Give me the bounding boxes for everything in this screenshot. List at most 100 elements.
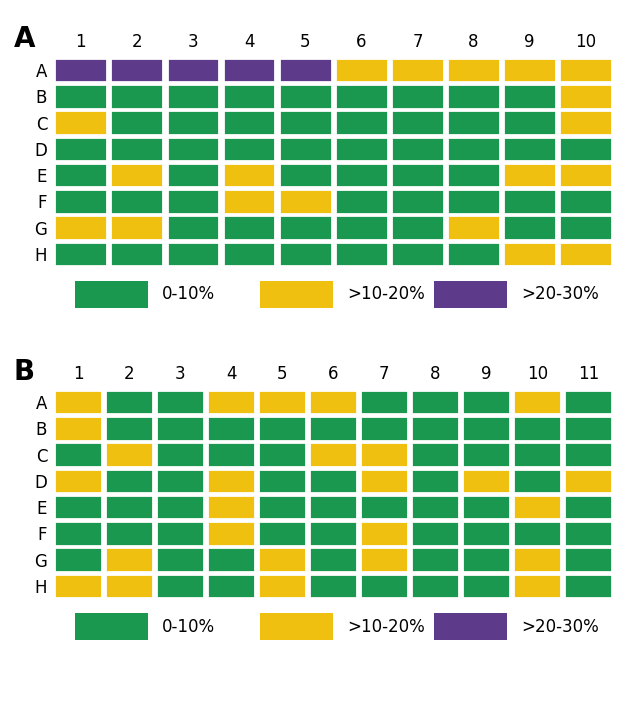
Bar [55, 163, 107, 187]
Bar [54, 547, 102, 572]
Bar [335, 110, 388, 135]
Bar [463, 390, 510, 415]
Bar [110, 136, 163, 161]
Bar [335, 136, 388, 161]
Bar [259, 547, 306, 572]
Bar [360, 495, 408, 520]
Bar [260, 613, 333, 640]
Bar [309, 442, 357, 467]
Bar [259, 390, 306, 415]
Bar [360, 574, 408, 599]
Bar [503, 136, 556, 161]
Bar [434, 280, 507, 308]
Bar [309, 521, 357, 546]
Bar [110, 163, 163, 187]
Bar [55, 189, 107, 214]
Bar [54, 416, 102, 441]
Bar [360, 521, 408, 546]
Bar [55, 215, 107, 240]
Bar [156, 390, 204, 415]
Bar [207, 390, 255, 415]
Bar [503, 189, 556, 214]
Bar [411, 442, 459, 467]
Bar [207, 547, 255, 572]
Bar [391, 110, 444, 135]
Bar [513, 416, 561, 441]
Bar [156, 442, 204, 467]
Bar [447, 189, 500, 214]
Bar [513, 547, 561, 572]
Bar [223, 215, 275, 240]
Bar [156, 469, 204, 493]
Bar [411, 574, 459, 599]
Text: >10-20%: >10-20% [347, 285, 425, 303]
Bar [559, 215, 612, 240]
Bar [503, 58, 556, 82]
Bar [110, 189, 163, 214]
Bar [207, 442, 255, 467]
Bar [156, 547, 204, 572]
Bar [564, 442, 613, 467]
Bar [513, 521, 561, 546]
Bar [279, 189, 332, 214]
Bar [564, 547, 613, 572]
Bar [503, 241, 556, 266]
Bar [411, 495, 459, 520]
Bar [55, 110, 107, 135]
Bar [391, 163, 444, 187]
Bar [167, 163, 219, 187]
Bar [309, 390, 357, 415]
Bar [75, 613, 148, 640]
Bar [513, 442, 561, 467]
Bar [156, 574, 204, 599]
Bar [259, 574, 306, 599]
Text: >20-30%: >20-30% [521, 618, 599, 635]
Bar [411, 521, 459, 546]
Bar [259, 521, 306, 546]
Bar [391, 241, 444, 266]
Bar [411, 416, 459, 441]
Bar [411, 390, 459, 415]
Bar [54, 390, 102, 415]
Bar [559, 163, 612, 187]
Bar [463, 442, 510, 467]
Bar [55, 84, 107, 109]
Bar [463, 416, 510, 441]
Bar [105, 442, 153, 467]
Bar [279, 163, 332, 187]
Bar [391, 136, 444, 161]
Bar [105, 469, 153, 493]
Bar [564, 390, 613, 415]
Bar [105, 521, 153, 546]
Bar [279, 84, 332, 109]
Bar [259, 469, 306, 493]
Bar [559, 136, 612, 161]
Bar [279, 110, 332, 135]
Bar [513, 495, 561, 520]
Bar [360, 442, 408, 467]
Bar [411, 469, 459, 493]
Bar [105, 390, 153, 415]
Text: B: B [14, 358, 35, 386]
Bar [279, 136, 332, 161]
Bar [335, 163, 388, 187]
Bar [207, 416, 255, 441]
Bar [564, 495, 613, 520]
Bar [167, 136, 219, 161]
Bar [391, 215, 444, 240]
Bar [167, 58, 219, 82]
Bar [54, 469, 102, 493]
Bar [259, 495, 306, 520]
Bar [463, 547, 510, 572]
Bar [447, 110, 500, 135]
Bar [503, 84, 556, 109]
Bar [279, 241, 332, 266]
Bar [309, 416, 357, 441]
Bar [503, 215, 556, 240]
Text: A: A [14, 26, 35, 53]
Bar [223, 189, 275, 214]
Bar [167, 189, 219, 214]
Bar [54, 521, 102, 546]
Bar [110, 241, 163, 266]
Bar [167, 241, 219, 266]
